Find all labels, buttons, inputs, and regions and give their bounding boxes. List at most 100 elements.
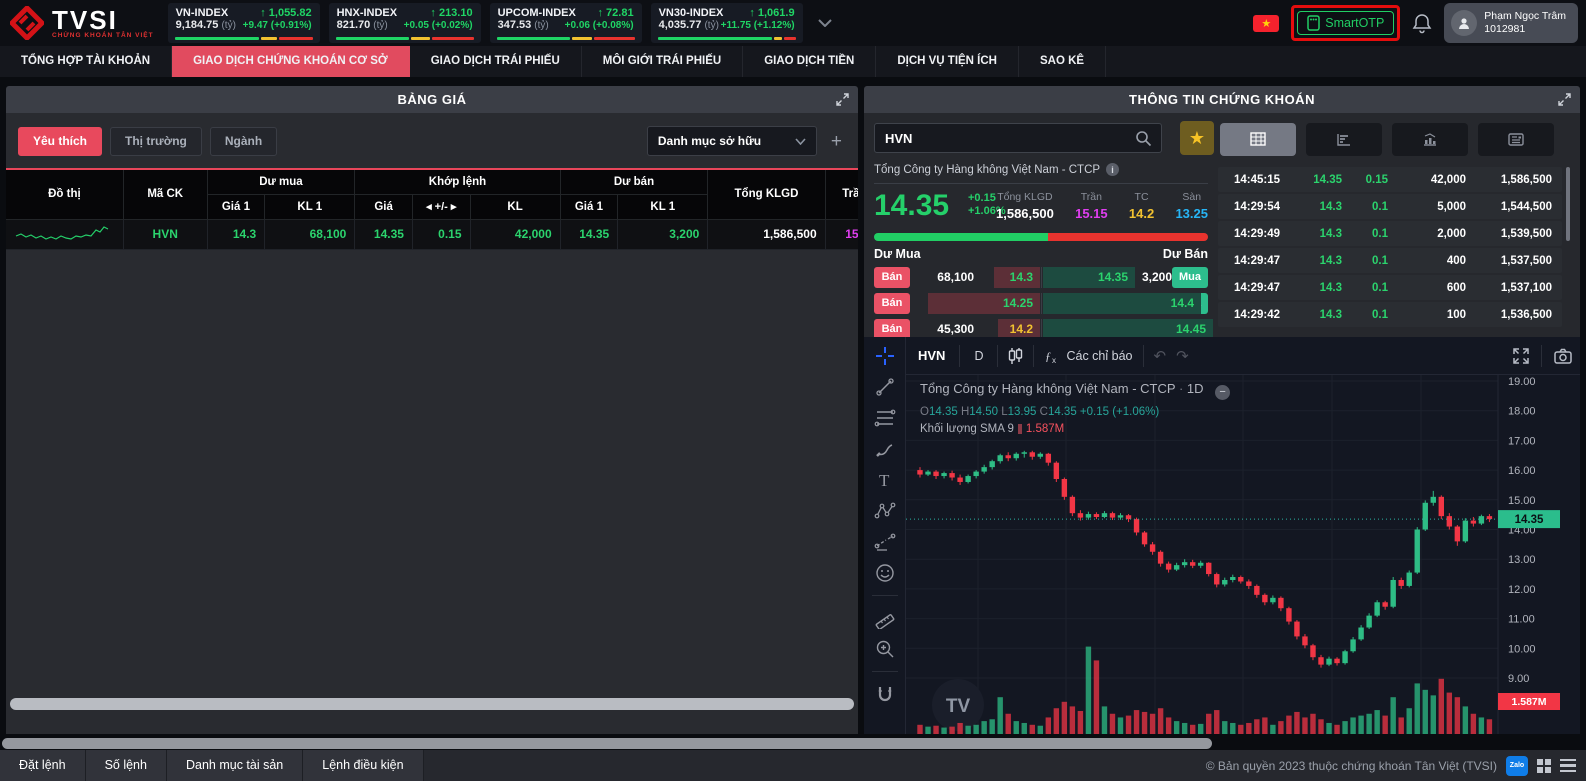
view-tab[interactable] xyxy=(1392,123,1468,156)
sell-depth-bar: 14.35 xyxy=(1043,266,1135,288)
view-tab[interactable] xyxy=(1306,123,1382,156)
stat-label: Sàn xyxy=(1182,191,1202,203)
col-match-change[interactable]: ◂ +/- ▸ xyxy=(426,201,457,213)
redo-icon[interactable]: ↷ xyxy=(1176,347,1189,365)
search-icon[interactable] xyxy=(1135,130,1152,147)
favorite-star-button[interactable]: ★ xyxy=(1180,121,1214,155)
tvsi-logo[interactable]: TVSI CHỨNG KHOÁN TÂN VIỆT xyxy=(0,6,168,40)
buy-button[interactable]: Mua xyxy=(1172,266,1208,288)
trade-row: 14:29:47 14.3 0.1 400 1,537,500 xyxy=(1218,248,1562,273)
col-sell-price1[interactable]: Giá 1 xyxy=(560,194,619,220)
svg-text:16.00: 16.00 xyxy=(1508,465,1536,477)
expand-icon[interactable] xyxy=(1558,93,1571,106)
candlestick-style-icon[interactable] xyxy=(1008,347,1023,365)
last-price: 14.35 xyxy=(874,189,950,222)
col-buy-price1[interactable]: Giá 1 xyxy=(207,194,266,220)
nav-tab[interactable]: DỊCH VỤ TIỆN ÍCH xyxy=(876,46,1019,77)
index-card[interactable]: UPCOM-INDEX ↑ 72.81 347.53 (tỷ) +0.06 (+0.0… xyxy=(489,3,642,43)
trade-row: 14:29:47 14.3 0.1 600 1,537,100 xyxy=(1218,275,1562,300)
footer-tab[interactable]: Lệnh điều kiện xyxy=(303,750,424,781)
col-total[interactable]: Tổng KLGD xyxy=(707,169,826,220)
nav-tab[interactable]: MÔI GIỚI TRÁI PHIẾU xyxy=(582,46,744,77)
crosshair-tool[interactable] xyxy=(871,345,899,367)
ruler-tool-icon xyxy=(875,614,894,629)
col-sell-vol1[interactable]: KL 1 xyxy=(617,194,709,220)
stat-value: 14.2 xyxy=(1128,206,1155,221)
user-account-chip[interactable]: Phạm Ngọc Trâm 1012981 xyxy=(1444,3,1578,43)
info-icon[interactable]: i xyxy=(1106,163,1120,176)
text-tool[interactable]: T xyxy=(871,469,899,491)
trade-row: 14:45:15 14.35 0.15 42,000 1,586,500 xyxy=(1218,167,1562,192)
nav-tab[interactable]: GIAO DỊCH CHỨNG KHOÁN CƠ SỞ xyxy=(172,46,410,77)
sell-button[interactable]: Bán xyxy=(874,266,910,288)
col-match-vol[interactable]: KL xyxy=(470,194,561,220)
ruler-tool[interactable] xyxy=(871,607,899,629)
filter-button[interactable]: Yêu thích xyxy=(18,126,103,156)
index-card[interactable]: VN-INDEX ↑ 1,055.82 9,184.75 (tỷ) +9.47 (+0… xyxy=(167,3,320,43)
svg-text:14.35: 14.35 xyxy=(1515,514,1544,526)
trades-scrollbar[interactable] xyxy=(1566,167,1570,241)
col-match-price[interactable]: Giá xyxy=(354,194,413,220)
stock-info-title: THÔNG TIN CHỨNG KHOÁN xyxy=(1129,92,1315,107)
filter-button[interactable]: Ngành xyxy=(209,126,278,156)
chart-symbol[interactable]: HVN xyxy=(918,348,946,363)
fullscreen-icon[interactable] xyxy=(1513,347,1529,364)
table-cell: 42,000 xyxy=(470,219,561,250)
pattern-tool[interactable] xyxy=(871,500,899,522)
col-code[interactable]: Mã CK xyxy=(123,169,208,220)
col-ceiling[interactable]: Trần xyxy=(825,169,858,220)
apps-grid-icon[interactable] xyxy=(1537,758,1551,773)
index-name: VN30-INDEX xyxy=(658,7,724,19)
index-card[interactable]: VN30-INDEX ↑ 1,061.9 4,035.77 (tỷ) +11.75 (… xyxy=(650,3,803,43)
footer-tab[interactable]: Số lệnh xyxy=(85,750,167,781)
sell-button[interactable]: Bán xyxy=(874,318,910,340)
sell-price-cell: 14.35 xyxy=(1041,266,1135,288)
table-cell: HVN xyxy=(123,219,208,250)
trading-chart: T HVN D ƒ x xyxy=(864,337,1580,734)
fib-tool[interactable] xyxy=(871,407,899,429)
info-view-tabs xyxy=(1220,123,1554,156)
index-card[interactable]: HNX-INDEX ↑ 213.10 821.70 (tỷ) +0.05 (+0.02… xyxy=(328,3,481,43)
sell-button[interactable]: Bán xyxy=(874,292,910,314)
filter-button[interactable]: Thị trường xyxy=(110,126,202,156)
add-watchlist-button[interactable]: + xyxy=(830,130,842,152)
nav-tab[interactable]: GIAO DỊCH TRÁI PHIẾU xyxy=(410,46,582,77)
footer-tab[interactable]: Đặt lệnh xyxy=(0,750,86,781)
expand-icon[interactable] xyxy=(836,93,849,106)
svg-text:10.00: 10.00 xyxy=(1508,643,1536,655)
bell-icon[interactable] xyxy=(1412,13,1432,34)
board-filters: Yêu thích Thị trường Ngành xyxy=(18,126,285,156)
trade-row: 14:29:54 14.3 0.1 5,000 1,544,500 xyxy=(1218,194,1562,219)
menu-icon[interactable] xyxy=(1560,758,1576,773)
nav-tab[interactable]: SAO KÊ xyxy=(1019,46,1107,77)
col-buy-vol1[interactable]: KL 1 xyxy=(264,194,356,220)
chart-interval-button[interactable]: D xyxy=(974,348,984,363)
zoom-in-tool[interactable] xyxy=(871,638,899,660)
board-horizontal-scrollbar[interactable] xyxy=(10,698,854,710)
smart-otp-button[interactable]: SmartOTP xyxy=(1297,11,1395,35)
price-board-header: BẢNG GIÁ xyxy=(6,86,858,113)
symbol-search-input[interactable] xyxy=(875,130,1135,146)
col-chart[interactable]: Đồ thị xyxy=(6,169,124,220)
zalo-icon[interactable]: Zalo xyxy=(1506,755,1528,776)
chevron-down-icon[interactable] xyxy=(812,3,838,43)
brush-tool[interactable] xyxy=(871,438,899,460)
svg-text:TV: TV xyxy=(946,696,971,717)
forecast-tool[interactable] xyxy=(871,531,899,553)
price-chart-canvas[interactable]: TV19.0018.0017.0016.0015.0014.0013.0012.… xyxy=(906,375,1580,734)
footer-tab[interactable]: Danh mục tài sản xyxy=(166,750,304,781)
table-cell: 1,586,500 xyxy=(707,219,826,250)
page-horizontal-scrollbar[interactable] xyxy=(2,738,1212,749)
view-tab[interactable] xyxy=(1478,123,1554,156)
view-tab[interactable] xyxy=(1220,123,1296,156)
emoji-tool[interactable] xyxy=(871,562,899,584)
trendline-tool[interactable] xyxy=(871,376,899,398)
magnet-tool[interactable] xyxy=(871,683,899,705)
camera-snapshot-icon[interactable] xyxy=(1554,348,1572,364)
nav-tab[interactable]: GIAO DỊCH TIỀN xyxy=(743,46,877,77)
table-row[interactable]: HVN 14.3 68,100 14.35 0.15 42,000 14.35 3,200 1,… xyxy=(6,219,858,250)
undo-icon[interactable]: ↶ xyxy=(1153,347,1167,365)
watchlist-dropdown[interactable]: Danh mục sở hữu xyxy=(646,126,817,156)
nav-tab[interactable]: TỔNG HỢP TÀI KHOẢN xyxy=(0,46,173,77)
indicators-button[interactable]: ƒ x Các chỉ báo xyxy=(1045,348,1133,364)
